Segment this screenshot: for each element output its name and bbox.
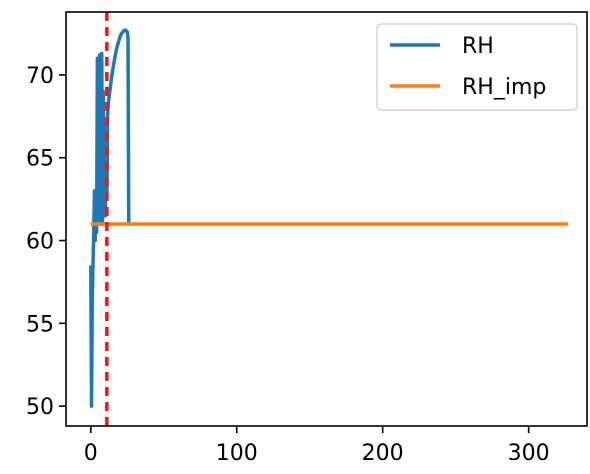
axes-frame [65,11,588,427]
legend: RH RH_imp [376,23,578,111]
x-tick-label: 0 [84,441,98,466]
x-tick-label: 300 [508,441,550,466]
y-tick-label: 50 [26,395,54,420]
legend-label-rh-imp: RH_imp [462,75,546,100]
y-tick-label: 65 [26,147,54,172]
y-tick-label: 70 [26,64,54,89]
series-line-rh [89,28,131,408]
x-tick-label: 100 [216,441,258,466]
y-tick-label: 60 [26,230,54,255]
y-axis: 50 55 60 65 70 [26,64,66,420]
y-tick-label: 55 [26,312,54,337]
x-axis: 0 100 200 300 [84,426,550,466]
x-tick-label: 200 [362,441,404,466]
legend-label-rh: RH [462,34,494,59]
